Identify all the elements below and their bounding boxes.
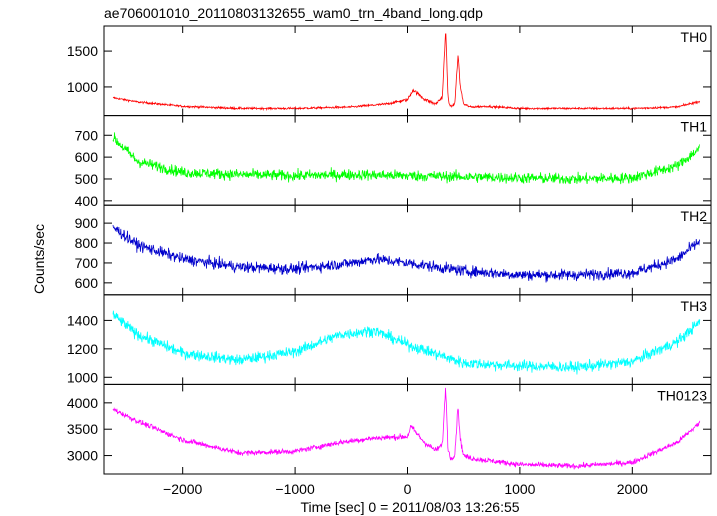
y-tick-label-th1: 500 <box>75 171 99 187</box>
panel-th2: 600 700 800 900 TH2 <box>75 204 712 296</box>
panel-frame-th0 <box>103 25 712 117</box>
y-tick-label-th1: 700 <box>75 127 99 143</box>
x-tick-label: 0 <box>404 481 412 497</box>
y-tick-label-th0: 1000 <box>67 79 98 95</box>
x-tick-label: −1000 <box>275 481 315 497</box>
y-tick-label-th2: 600 <box>75 275 99 291</box>
chart-title: ae706001010_20110803132655_wam0_trn_4ban… <box>104 5 483 21</box>
y-tick-label-th2: 700 <box>75 255 99 271</box>
panel-label-th0123: TH0123 <box>657 387 707 403</box>
y-tick-label-th0123: 3000 <box>67 448 98 464</box>
y-tick-label-th2: 900 <box>75 215 99 231</box>
panel-th3: 1000 1200 1400 TH3 <box>67 294 712 385</box>
panel-th1: 400 500 600 700 TH1 <box>75 115 712 209</box>
y-tick-label-th3: 1000 <box>67 369 98 385</box>
y-tick-label-th3: 1200 <box>67 341 98 357</box>
y-tick-label-th1: 600 <box>75 149 99 165</box>
y-tick-label-th3: 1400 <box>67 312 98 328</box>
y-tick-label-th2: 800 <box>75 235 99 251</box>
panel-th0123: 3000 3500 4000 TH0123 <box>67 383 712 475</box>
x-tick-label: 1000 <box>504 481 535 497</box>
panels-group: 1000 1500 TH0 400 500 600 700 TH1 600 700 800 900 TH… <box>67 25 712 497</box>
panel-label-th2: TH2 <box>681 208 708 224</box>
series-line-th0123 <box>112 387 701 470</box>
series-line-th3 <box>112 310 701 375</box>
panel-frame-th0123 <box>103 383 712 475</box>
series-line-th2 <box>112 224 701 283</box>
panel-label-th0: TH0 <box>681 29 708 45</box>
y-tick-label-th0123: 3500 <box>67 421 98 437</box>
panel-label-th3: TH3 <box>681 298 708 314</box>
series-line-th1 <box>112 132 700 185</box>
y-tick-label-th0: 1500 <box>67 43 98 59</box>
y-axis-label: Counts/sec <box>31 224 47 294</box>
y-tick-label-th1: 400 <box>75 193 99 209</box>
x-axis-label: Time [sec] 0 = 2011/08/03 13:26:55 <box>300 499 519 515</box>
panel-frame-th1 <box>103 115 712 206</box>
panel-th0: 1000 1500 TH0 <box>67 25 712 117</box>
series-line-th0 <box>112 33 701 112</box>
x-tick-label: 2000 <box>617 481 648 497</box>
panel-frame-th2 <box>103 204 712 296</box>
y-tick-label-th0123: 4000 <box>67 395 98 411</box>
panel-label-th1: TH1 <box>681 119 708 135</box>
x-tick-label: −2000 <box>163 481 203 497</box>
